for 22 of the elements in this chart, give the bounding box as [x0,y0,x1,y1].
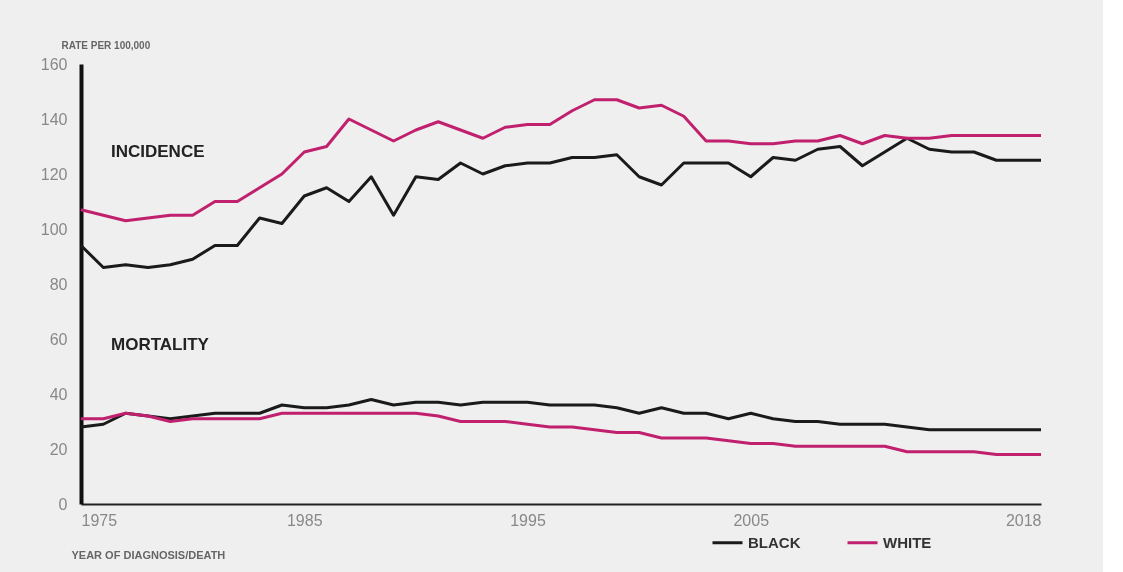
y-tick-label: 40 [49,385,68,403]
line-series [79,98,1043,223]
y-tick-label: 160 [40,55,68,73]
line-series [79,411,1043,456]
x-tick-label: 1985 [286,511,323,529]
x-tick-label: 1995 [510,511,546,529]
y-tick-label: 80 [49,275,68,293]
y-tick-label: 0 [58,495,68,513]
y-tick-label: 20 [49,440,68,458]
annotation: MORTALITY [111,335,210,354]
x-tick-label: 2005 [733,511,770,529]
y-tick-label: 120 [40,165,68,183]
x-axis-title: YEAR OF DIAGNOSIS/DEATH [71,548,226,561]
y-tick-label: 60 [49,330,68,348]
legend-label: WHITE [883,533,932,551]
legend-label: BLACK [748,533,801,551]
x-tick-label: 2018 [1005,511,1042,529]
y-tick-label: 100 [40,220,68,238]
x-tick-label: 1975 [81,511,118,529]
annotation: INCIDENCE [111,142,205,161]
y-tick-label: 140 [40,110,68,128]
y-axis-title: RATE PER 100,000 [61,39,151,51]
